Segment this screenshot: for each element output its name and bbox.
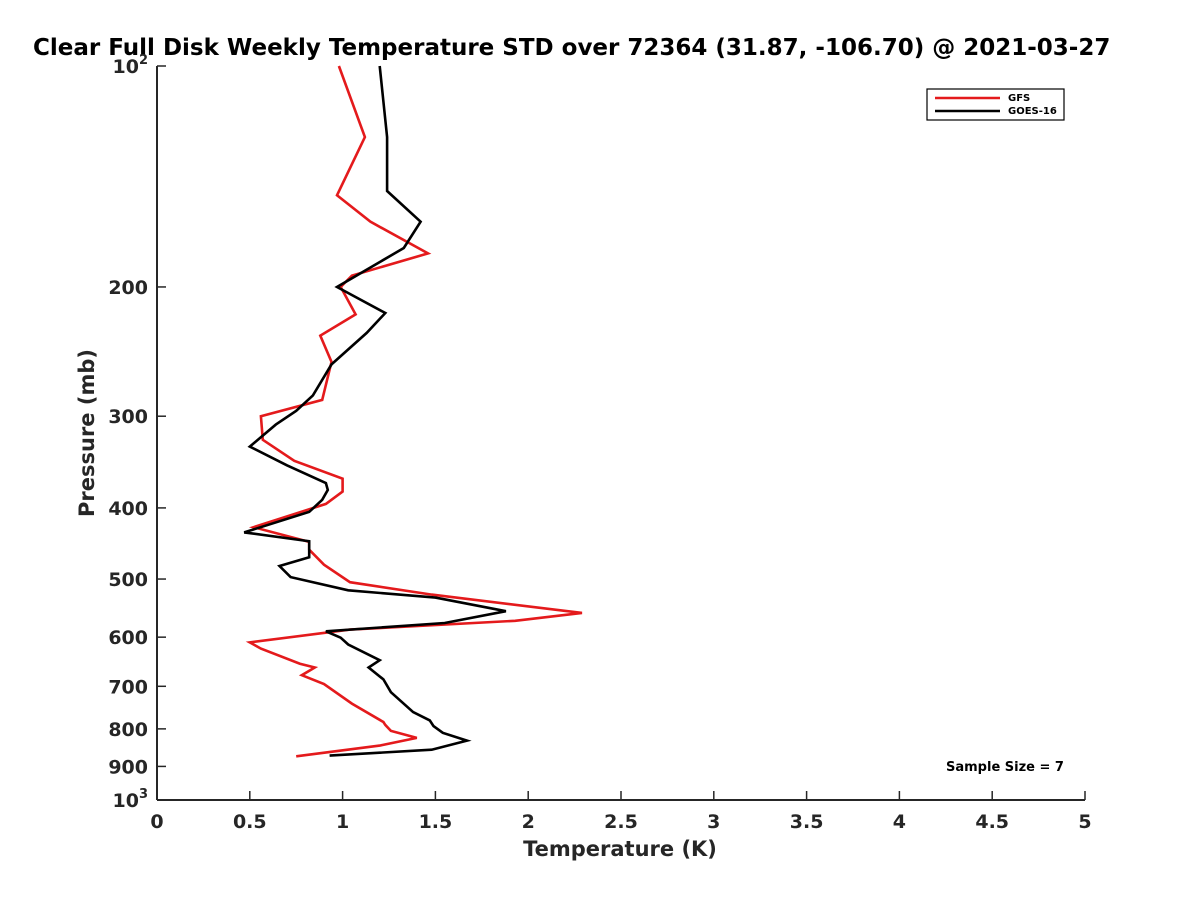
x-tick-label-9: 4.5 <box>975 811 1009 833</box>
y-tick-label-8: 900 <box>108 756 148 778</box>
legend-label-gfs: GFS <box>1008 93 1030 104</box>
y-tick-label-0: 102 <box>113 53 149 78</box>
y-tick-label-7: 800 <box>108 719 148 741</box>
y-tick-label-5: 600 <box>108 627 148 649</box>
x-axis: 0 0.5 1 1.5 2 2.5 3 3.5 4 4.5 5 <box>150 791 1092 833</box>
series-line-goes16 <box>243 65 507 757</box>
x-axis-label: Temperature (K) <box>523 837 717 861</box>
y-tick-label-9: 103 <box>113 787 149 812</box>
x-tick-label-5: 2.5 <box>604 811 638 833</box>
x-tick-label-6: 3 <box>707 811 720 833</box>
chart-title: Clear Full Disk Weekly Temperature STD o… <box>33 35 1110 61</box>
x-tick-label-7: 3.5 <box>790 811 824 833</box>
y-axis: 102 200 300 400 500 600 700 800 900 103 <box>108 53 166 812</box>
y-tick-label-6: 700 <box>108 676 148 698</box>
legend: GFS GOES-16 <box>926 88 1065 121</box>
x-tick-label-0: 0 <box>150 811 163 833</box>
x-tick-label-1: 0.5 <box>233 811 267 833</box>
y-tick-label-3: 400 <box>108 498 148 520</box>
y-axis-label: Pressure (mb) <box>75 349 99 517</box>
legend-box <box>926 88 1065 121</box>
series-layer <box>243 65 583 758</box>
y-tick-label-1: 200 <box>108 277 148 299</box>
legend-label-goes16: GOES-16 <box>1008 106 1057 117</box>
x-tick-label-8: 4 <box>893 811 906 833</box>
x-tick-label-3: 1.5 <box>419 811 453 833</box>
y-tick-label-4: 500 <box>108 569 148 591</box>
x-tick-label-10: 5 <box>1078 811 1091 833</box>
sample-size-annotation: Sample Size = 7 <box>946 760 1064 775</box>
y-tick-label-2: 300 <box>108 406 148 428</box>
x-tick-label-4: 2 <box>522 811 535 833</box>
x-tick-label-2: 1 <box>336 811 349 833</box>
